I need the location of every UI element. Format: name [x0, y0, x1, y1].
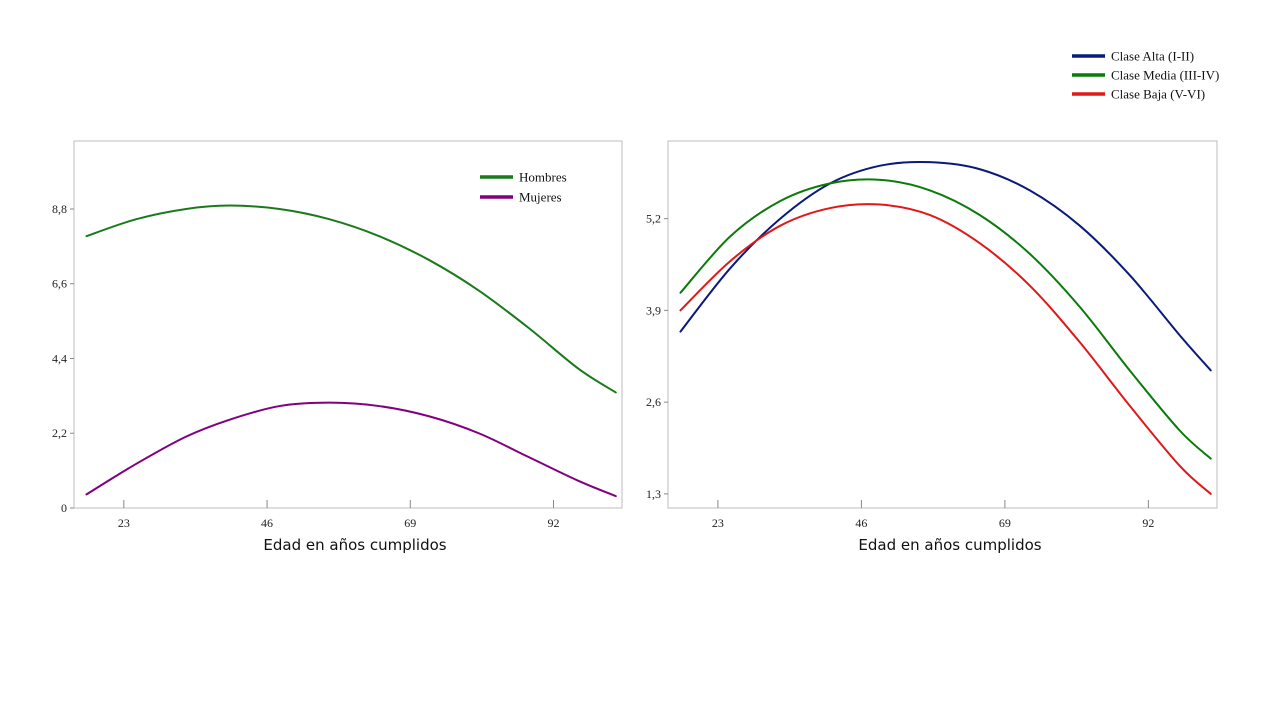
x-tick-label: 69: [999, 516, 1011, 530]
plot-frame: [73, 140, 623, 509]
legend-label-mujeres: Mujeres: [519, 190, 562, 205]
x-tick-label: 46: [855, 516, 867, 530]
y-tick-label: 3,9: [646, 303, 661, 317]
series-line-mujeres: [85, 401, 617, 498]
series-line-hombres: [85, 204, 617, 394]
chart-hombres-mujeres: 0 2,2 4,4 6,6 8,8 23 46 69 92 Hombres Mujeres Ed…: [52, 140, 623, 554]
y-tick-label: 2,6: [646, 395, 661, 409]
y-tick-label: 8,8: [52, 202, 67, 216]
y-tick-label: 0: [61, 501, 67, 515]
chart-clases-sociales: 1,3 2,6 3,9 5,2 23 46 69 92 Clase Alta (I-II) C…: [646, 49, 1219, 555]
x-tick-label: 23: [118, 516, 130, 530]
y-tick-label: 4,4: [52, 351, 67, 365]
x-axis-title: Edad en años cumplidos: [858, 536, 1041, 554]
series-line-clase-baja-v-vi: [679, 203, 1212, 495]
legend-label-clase-alta-i-ii: Clase Alta (I-II): [1111, 49, 1194, 64]
x-axis-title: Edad en años cumplidos: [263, 536, 446, 554]
plot-frame: [667, 140, 1218, 509]
x-tick-label: 69: [404, 516, 416, 530]
y-tick-label: 1,3: [646, 487, 661, 501]
series-line-clase-media-iii-iv: [679, 178, 1212, 460]
legend-label-clase-baja-v-vi: Clase Baja (V-VI): [1111, 87, 1205, 102]
y-tick-label: 6,6: [52, 277, 67, 291]
series-line-clase-alta-i-ii: [679, 160, 1212, 372]
x-tick-label: 92: [548, 516, 560, 530]
x-tick-label: 46: [261, 516, 273, 530]
x-tick-label: 23: [712, 516, 724, 530]
legend-label-hombres: Hombres: [519, 170, 567, 185]
y-tick-label: 5,2: [646, 212, 661, 226]
y-tick-label: 2,2: [52, 426, 67, 440]
x-tick-label: 92: [1142, 516, 1154, 530]
legend-label-clase-media-iii-iv: Clase Media (III-IV): [1111, 68, 1219, 83]
